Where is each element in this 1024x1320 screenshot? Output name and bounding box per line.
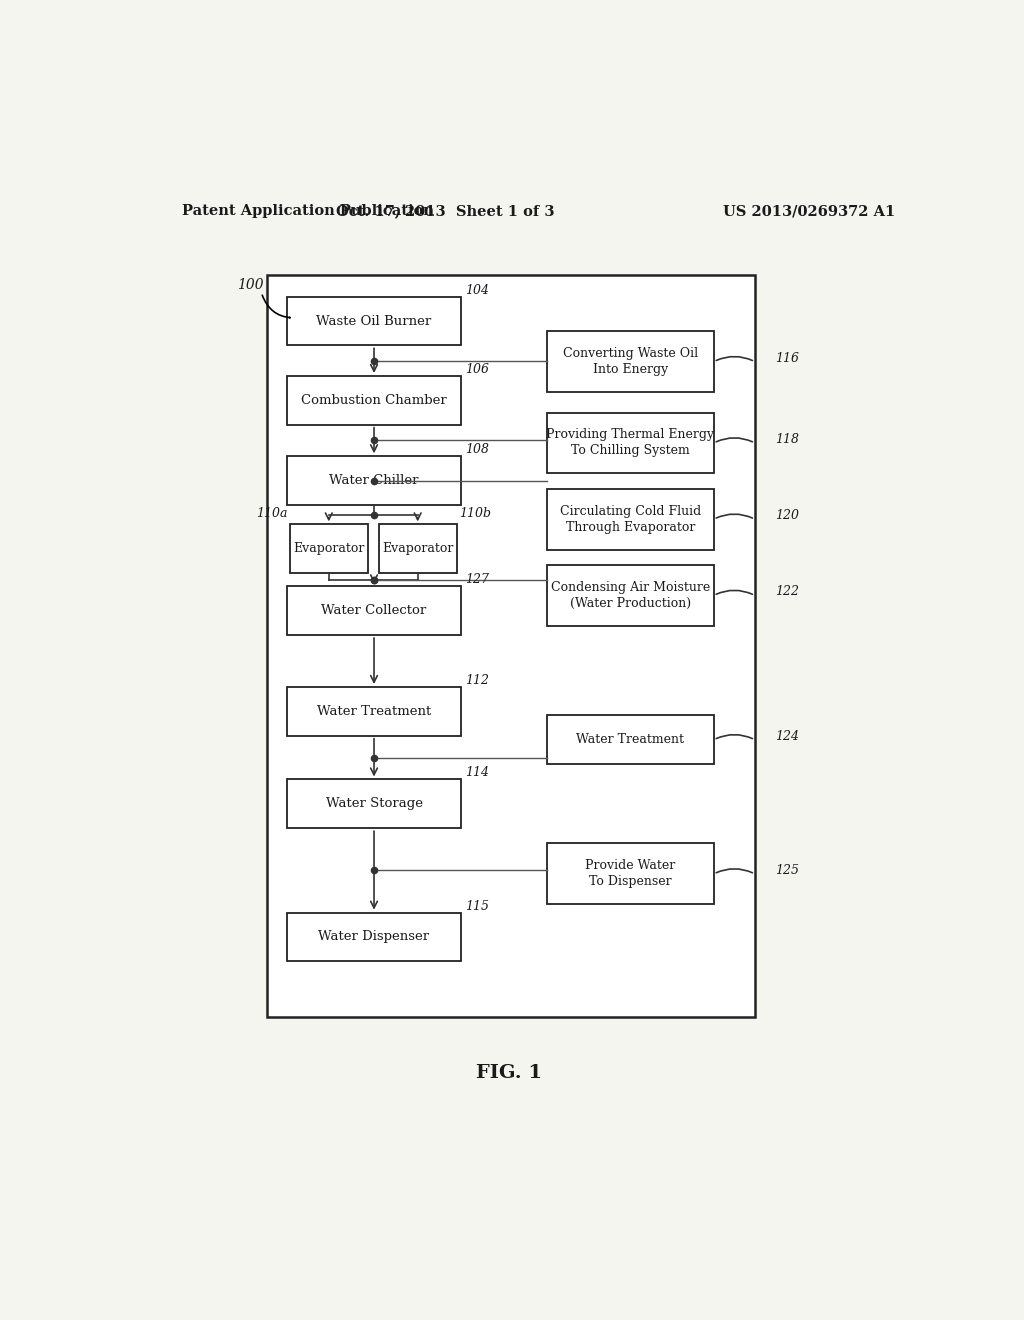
Text: Provide Water
To Dispenser: Provide Water To Dispenser bbox=[586, 859, 676, 888]
Bar bbox=[547, 331, 714, 392]
FancyArrowPatch shape bbox=[262, 296, 290, 318]
Text: US 2013/0269372 A1: US 2013/0269372 A1 bbox=[723, 205, 895, 218]
Bar bbox=[267, 276, 755, 1018]
Text: Water Collector: Water Collector bbox=[322, 605, 427, 618]
Text: FIG. 1: FIG. 1 bbox=[476, 1064, 542, 1082]
Text: 108: 108 bbox=[465, 444, 489, 457]
Text: Converting Waste Oil
Into Energy: Converting Waste Oil Into Energy bbox=[563, 347, 698, 376]
Text: Patent Application Publication: Patent Application Publication bbox=[182, 205, 434, 218]
FancyArrowPatch shape bbox=[716, 513, 753, 517]
Text: Oct. 17, 2013  Sheet 1 of 3: Oct. 17, 2013 Sheet 1 of 3 bbox=[336, 205, 555, 218]
Text: Evaporator: Evaporator bbox=[382, 543, 454, 556]
Text: Waste Oil Burner: Waste Oil Burner bbox=[316, 314, 432, 327]
FancyArrowPatch shape bbox=[716, 590, 753, 594]
FancyArrowPatch shape bbox=[716, 356, 753, 360]
Text: 115: 115 bbox=[465, 899, 489, 912]
Bar bbox=[287, 376, 462, 425]
Text: 106: 106 bbox=[465, 363, 489, 376]
FancyArrowPatch shape bbox=[716, 438, 753, 442]
Text: 104: 104 bbox=[465, 284, 489, 297]
Bar bbox=[290, 524, 368, 573]
Text: 110b: 110b bbox=[459, 507, 490, 520]
Text: 116: 116 bbox=[775, 351, 799, 364]
Text: Water Storage: Water Storage bbox=[326, 797, 423, 810]
Text: 114: 114 bbox=[465, 767, 489, 779]
Text: Condensing Air Moisture
(Water Production): Condensing Air Moisture (Water Productio… bbox=[551, 581, 710, 610]
FancyArrowPatch shape bbox=[716, 735, 753, 739]
Text: Evaporator: Evaporator bbox=[293, 543, 365, 556]
Text: Providing Thermal Energy
To Chilling System: Providing Thermal Energy To Chilling Sys… bbox=[546, 429, 715, 458]
Text: Water Treatment: Water Treatment bbox=[577, 734, 684, 746]
Text: Combustion Chamber: Combustion Chamber bbox=[301, 393, 446, 407]
Text: 118: 118 bbox=[775, 433, 799, 446]
Bar bbox=[547, 843, 714, 904]
Bar bbox=[547, 413, 714, 474]
Text: 125: 125 bbox=[775, 863, 799, 876]
Text: 100: 100 bbox=[238, 279, 264, 293]
Text: Water Treatment: Water Treatment bbox=[316, 705, 431, 718]
Bar bbox=[287, 686, 462, 735]
Text: 124: 124 bbox=[775, 730, 799, 743]
Bar bbox=[287, 297, 462, 346]
Bar bbox=[379, 524, 457, 573]
Bar bbox=[287, 779, 462, 828]
Bar bbox=[287, 586, 462, 635]
Text: 120: 120 bbox=[775, 510, 799, 521]
FancyArrowPatch shape bbox=[716, 869, 753, 873]
Text: 110a: 110a bbox=[256, 507, 288, 520]
Bar bbox=[287, 912, 462, 961]
Text: 127: 127 bbox=[465, 573, 489, 586]
Text: 122: 122 bbox=[775, 585, 799, 598]
Bar bbox=[547, 715, 714, 764]
Text: 112: 112 bbox=[465, 675, 489, 686]
Text: Water Chiller: Water Chiller bbox=[330, 474, 419, 487]
Bar bbox=[547, 488, 714, 549]
Text: Water Dispenser: Water Dispenser bbox=[318, 931, 430, 944]
Bar bbox=[547, 565, 714, 626]
Text: Circulating Cold Fluid
Through Evaporator: Circulating Cold Fluid Through Evaporato… bbox=[560, 504, 701, 533]
Bar bbox=[287, 457, 462, 506]
